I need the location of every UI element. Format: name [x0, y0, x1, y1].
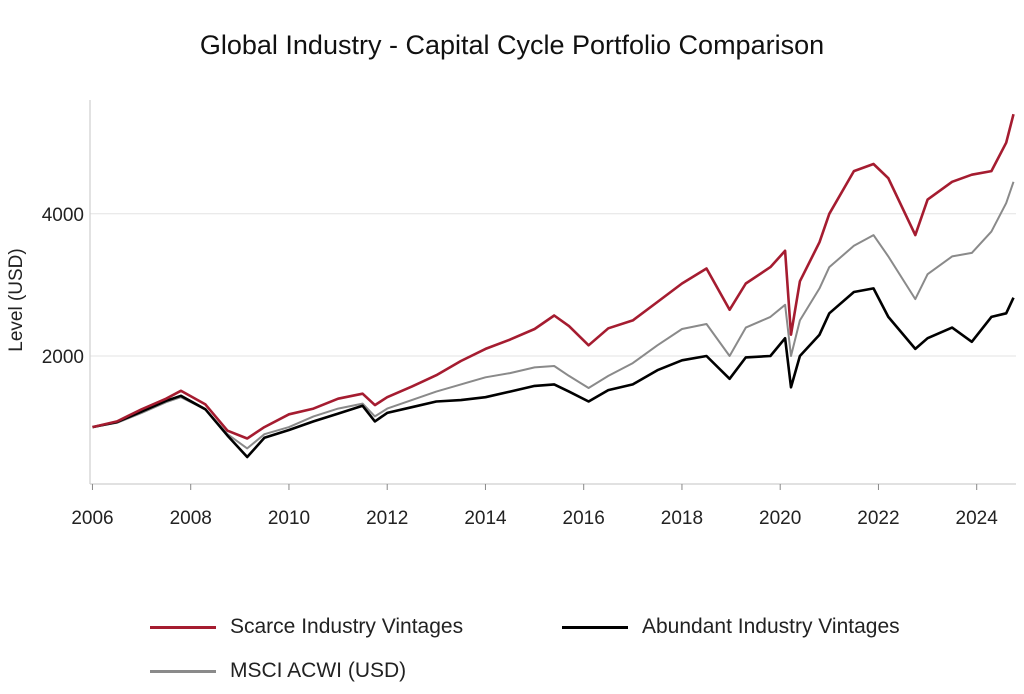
- legend-item-scarce[interactable]: Scarce Industry Vintages: [150, 615, 463, 639]
- legend-label: Abundant Industry Vintages: [642, 615, 900, 638]
- axes: [89, 100, 1016, 490]
- y-tick-label: 2000: [42, 347, 84, 368]
- legend-swatch-msci: [150, 669, 216, 673]
- x-tick-label: 2008: [170, 508, 212, 529]
- y-tick-label: 4000: [42, 205, 84, 226]
- x-tick-label: 2014: [464, 508, 507, 529]
- x-tick-label: 2020: [759, 508, 801, 529]
- x-tick-label: 2024: [956, 508, 999, 529]
- x-tick-label: 2016: [563, 508, 605, 529]
- legend-swatch-abundant: [562, 625, 628, 629]
- x-tick-label: 2012: [366, 508, 408, 529]
- series-line-msci: [92, 181, 1015, 450]
- x-tick-label: 2022: [857, 508, 899, 529]
- series-lines: [92, 113, 1015, 459]
- x-tick-label: 2010: [268, 508, 310, 529]
- y-axis-label: Level (USD): [6, 248, 27, 351]
- x-tick-label: 2006: [71, 508, 113, 529]
- chart-title: Global Industry - Capital Cycle Portfoli…: [199, 30, 825, 60]
- x-tick-label: 2018: [661, 508, 703, 529]
- legend-label: MSCI ACWI (USD): [230, 659, 407, 682]
- legend-label: Scarce Industry Vintages: [230, 615, 464, 638]
- grid-lines: [90, 213, 1016, 357]
- legend-item-abundant[interactable]: Abundant Industry Vintages: [562, 615, 900, 639]
- legend-swatch-scarce: [150, 625, 216, 629]
- series-line-abundant: [92, 287, 1015, 459]
- tick-labels: 2000 4000 2006 2008 2010 2012 2014 2016 2018 2020…: [42, 205, 999, 529]
- series-line-scarce: [92, 113, 1015, 440]
- legend-item-msci[interactable]: MSCI ACWI (USD): [150, 659, 406, 683]
